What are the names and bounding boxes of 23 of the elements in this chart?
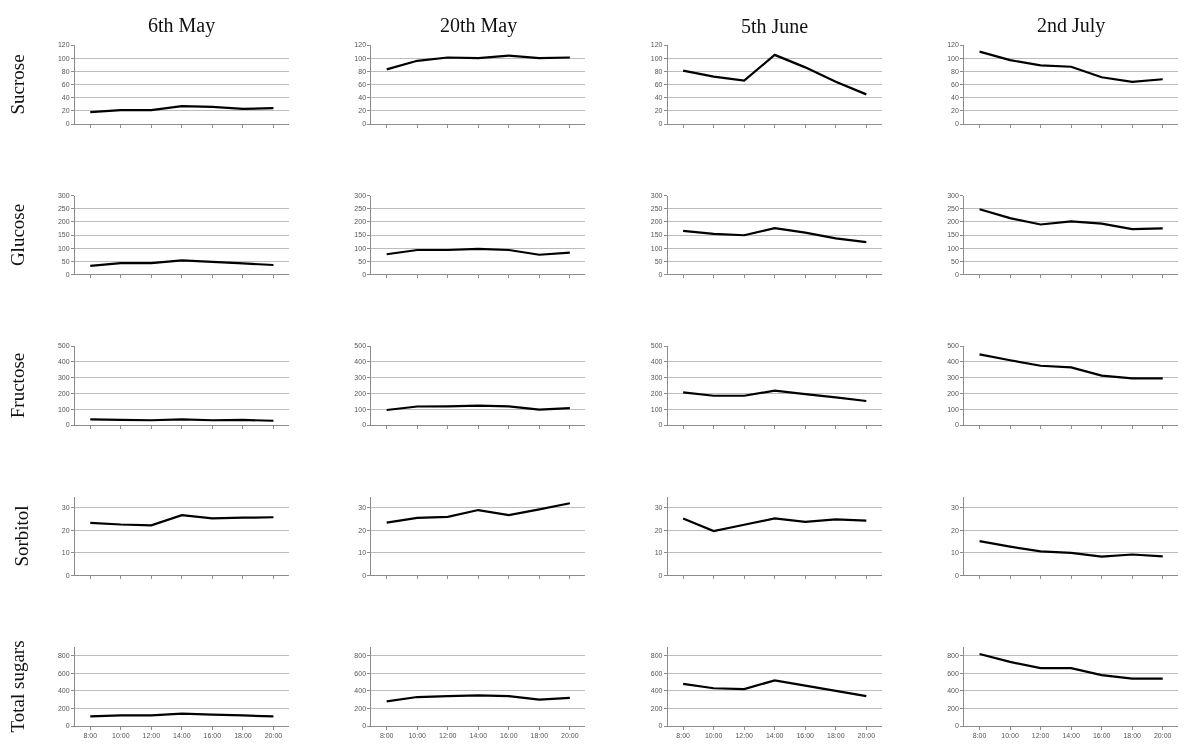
line-series bbox=[682, 53, 868, 96]
y-axis-title: Fructose bbox=[6, 352, 28, 419]
chart-title: 2nd July bbox=[1037, 14, 1106, 37]
y-axis-title: Sucrose bbox=[6, 54, 28, 115]
line-series bbox=[978, 353, 1164, 380]
line-series bbox=[682, 517, 868, 533]
chart-title: 6th May bbox=[148, 14, 216, 37]
line-series bbox=[978, 50, 1164, 83]
line-series bbox=[682, 227, 868, 244]
line-series bbox=[682, 389, 868, 403]
chart-title: 20th May bbox=[440, 14, 518, 37]
y-axis-title: Total sugars bbox=[6, 640, 28, 733]
line-series bbox=[89, 514, 275, 527]
line-series bbox=[385, 694, 571, 703]
y-axis-title: Sorbitol bbox=[10, 505, 32, 567]
chart-title: 5th June bbox=[741, 15, 809, 37]
line-series bbox=[682, 679, 868, 698]
line-series bbox=[978, 208, 1164, 231]
line-series bbox=[978, 652, 1164, 680]
line-series bbox=[978, 540, 1164, 558]
line-series bbox=[385, 54, 571, 71]
line-series bbox=[385, 502, 571, 524]
y-axis-title: Glucose bbox=[6, 203, 28, 267]
